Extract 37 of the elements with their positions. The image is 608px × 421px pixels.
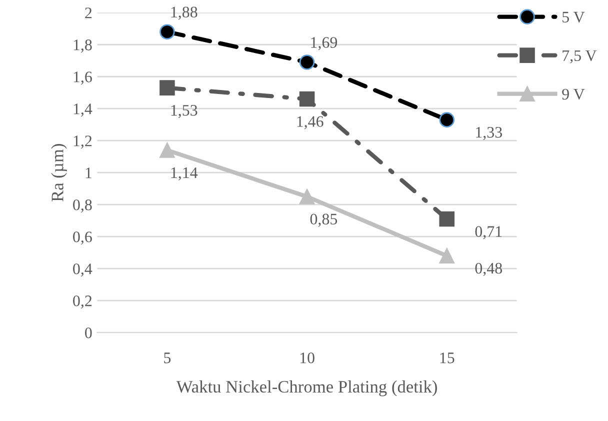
x-tick-label: 15 xyxy=(440,352,454,364)
y-tick-label: 1,8 xyxy=(74,40,92,53)
y-tick-label: 2 xyxy=(85,8,92,18)
y-tick-label: 0,8 xyxy=(73,200,92,213)
y-tick-label: 0,6 xyxy=(73,232,92,245)
point xyxy=(160,142,175,158)
y-tick-label: 1 xyxy=(86,168,92,178)
data-label: 1,14 xyxy=(171,167,198,180)
y-tick-label: 0,2 xyxy=(73,296,92,309)
data-label: 0,48 xyxy=(475,262,502,276)
x-tick-label: 5 xyxy=(164,352,171,364)
point xyxy=(160,80,175,96)
data-label: 0,85 xyxy=(310,214,338,227)
y-tick-label: 1,2 xyxy=(74,136,92,149)
legend-label: 9 V xyxy=(562,88,585,100)
y-tick-label: 0 xyxy=(85,328,92,338)
point xyxy=(299,91,315,107)
legend-label: 7,5 V xyxy=(562,50,597,64)
point xyxy=(299,188,315,204)
data-label: 1,33 xyxy=(476,126,502,140)
data-label: 0,71 xyxy=(475,226,502,240)
point xyxy=(439,112,455,128)
data-label: 1,46 xyxy=(297,116,324,130)
data-label: 1,53 xyxy=(171,104,198,118)
x-axis-title: Waktu Nickel-Chrome Plating (detik) xyxy=(176,380,437,396)
y-tick-label: 0,4 xyxy=(73,264,92,277)
x-tick-label: 10 xyxy=(300,352,314,364)
data-label: 1,69 xyxy=(311,37,338,50)
y-axis-title: Ra (µm) xyxy=(51,144,67,202)
point xyxy=(299,54,315,70)
y-tick-label: 1,6 xyxy=(74,72,92,85)
point xyxy=(439,248,455,264)
point xyxy=(439,211,455,227)
data-label: 1,88 xyxy=(171,6,198,20)
legend-label: 5 V xyxy=(562,12,585,23)
y-tick-label: 1,4 xyxy=(74,104,92,117)
point xyxy=(160,24,175,40)
